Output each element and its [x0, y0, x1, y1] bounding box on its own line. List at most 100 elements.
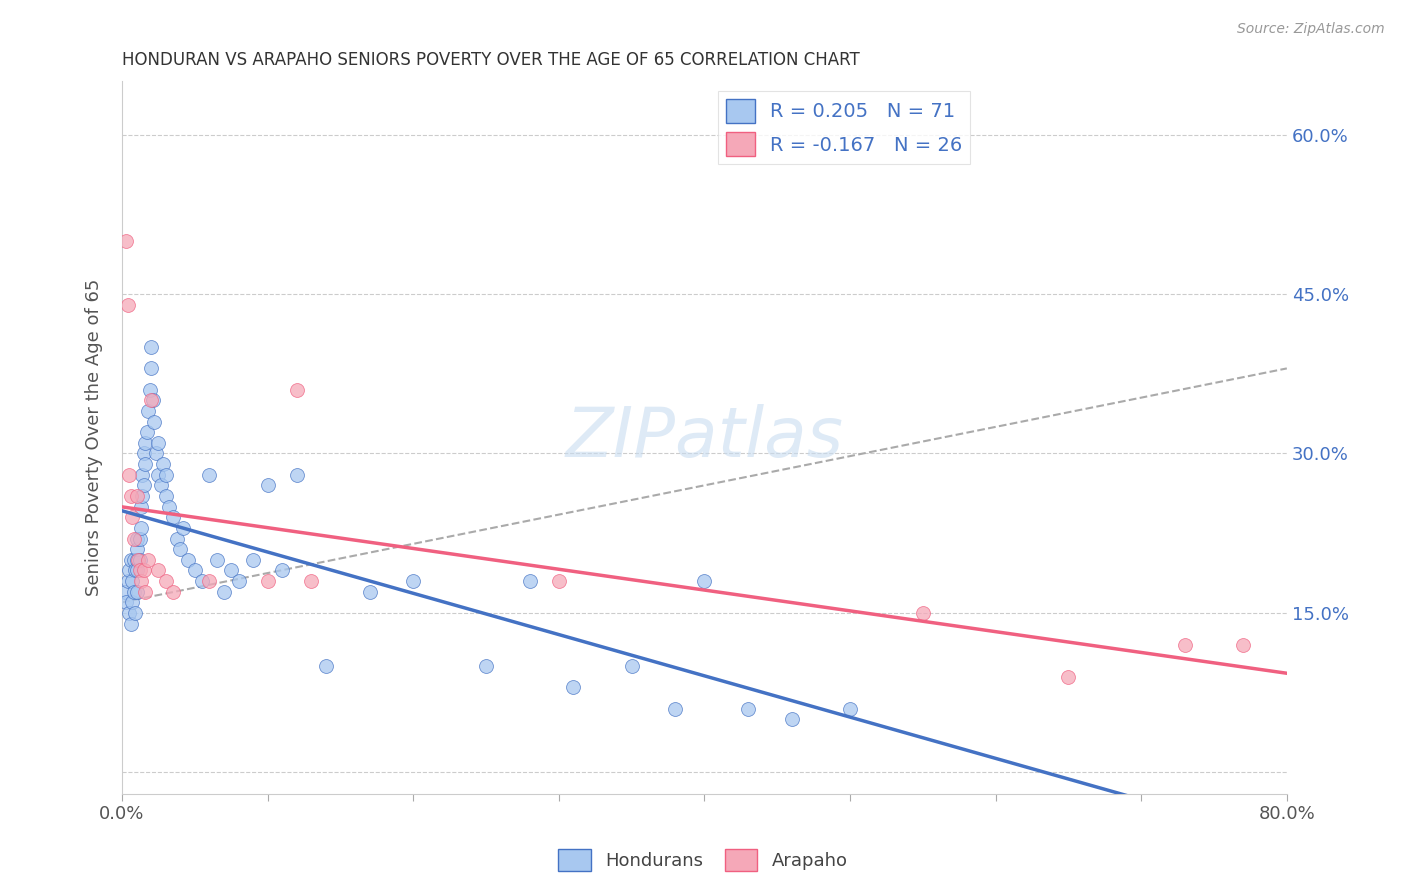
Point — [157, 500, 180, 514]
Point — [115, 234, 138, 248]
Point — [141, 361, 163, 376]
Point — [124, 606, 146, 620]
Point — [120, 489, 142, 503]
Point — [780, 712, 803, 726]
Point — [122, 532, 145, 546]
Point — [184, 563, 207, 577]
Point — [212, 584, 235, 599]
Point — [205, 553, 228, 567]
Point — [172, 521, 194, 535]
Point — [256, 574, 278, 588]
Point — [299, 574, 322, 588]
Text: ZIPatlas: ZIPatlas — [565, 404, 844, 471]
Point — [176, 553, 198, 567]
Point — [125, 489, 148, 503]
Point — [141, 393, 163, 408]
Point — [150, 478, 173, 492]
Point — [693, 574, 716, 588]
Point — [129, 521, 152, 535]
Point — [131, 489, 153, 503]
Point — [124, 563, 146, 577]
Point — [839, 701, 862, 715]
Point — [121, 574, 143, 588]
Y-axis label: Seniors Poverty Over the Age of 65: Seniors Poverty Over the Age of 65 — [86, 279, 103, 596]
Point — [134, 435, 156, 450]
Point — [125, 532, 148, 546]
Point — [142, 393, 165, 408]
Point — [135, 425, 157, 440]
Point — [155, 467, 177, 482]
Point — [128, 532, 150, 546]
Text: HONDURAN VS ARAPAHO SENIORS POVERTY OVER THE AGE OF 65 CORRELATION CHART: HONDURAN VS ARAPAHO SENIORS POVERTY OVER… — [122, 51, 860, 69]
Point — [148, 467, 170, 482]
Point — [134, 584, 156, 599]
Point — [132, 446, 155, 460]
Point — [155, 489, 177, 503]
Point — [115, 595, 138, 609]
Point — [1174, 638, 1197, 652]
Point — [129, 500, 152, 514]
Point — [136, 553, 159, 567]
Point — [138, 383, 160, 397]
Point — [162, 584, 184, 599]
Text: Source: ZipAtlas.com: Source: ZipAtlas.com — [1237, 22, 1385, 37]
Point — [166, 532, 188, 546]
Point — [122, 553, 145, 567]
Legend: R = 0.205   N = 71, R = -0.167   N = 26: R = 0.205 N = 71, R = -0.167 N = 26 — [718, 91, 970, 164]
Point — [145, 446, 167, 460]
Point — [125, 553, 148, 567]
Point — [143, 415, 166, 429]
Point — [315, 659, 337, 673]
Point — [285, 467, 308, 482]
Point — [122, 584, 145, 599]
Point — [117, 574, 139, 588]
Point — [148, 563, 170, 577]
Point — [141, 340, 163, 354]
Point — [911, 606, 934, 620]
Point — [519, 574, 541, 588]
Point — [402, 574, 425, 588]
Point — [242, 553, 264, 567]
Point — [129, 574, 152, 588]
Point — [118, 467, 141, 482]
Point — [132, 478, 155, 492]
Point — [125, 563, 148, 577]
Point — [155, 574, 177, 588]
Point — [547, 574, 569, 588]
Point — [664, 701, 686, 715]
Point — [219, 563, 242, 577]
Point — [475, 659, 498, 673]
Point — [125, 542, 148, 557]
Point — [562, 681, 585, 695]
Point — [256, 478, 278, 492]
Point — [152, 457, 174, 471]
Point — [148, 435, 170, 450]
Point — [162, 510, 184, 524]
Point — [271, 563, 294, 577]
Point — [125, 584, 148, 599]
Point — [114, 584, 136, 599]
Point — [359, 584, 381, 599]
Point — [191, 574, 214, 588]
Legend: Hondurans, Arapaho: Hondurans, Arapaho — [551, 842, 855, 879]
Point — [121, 510, 143, 524]
Point — [128, 553, 150, 567]
Point — [737, 701, 759, 715]
Point — [1057, 670, 1080, 684]
Point — [169, 542, 191, 557]
Point — [136, 404, 159, 418]
Point — [120, 553, 142, 567]
Point — [285, 383, 308, 397]
Point — [117, 297, 139, 311]
Point — [121, 595, 143, 609]
Point — [198, 467, 221, 482]
Point — [198, 574, 221, 588]
Point — [120, 616, 142, 631]
Point — [1232, 638, 1254, 652]
Point — [128, 563, 150, 577]
Point — [131, 467, 153, 482]
Point — [134, 457, 156, 471]
Point — [127, 553, 149, 567]
Point — [620, 659, 643, 673]
Point — [118, 563, 141, 577]
